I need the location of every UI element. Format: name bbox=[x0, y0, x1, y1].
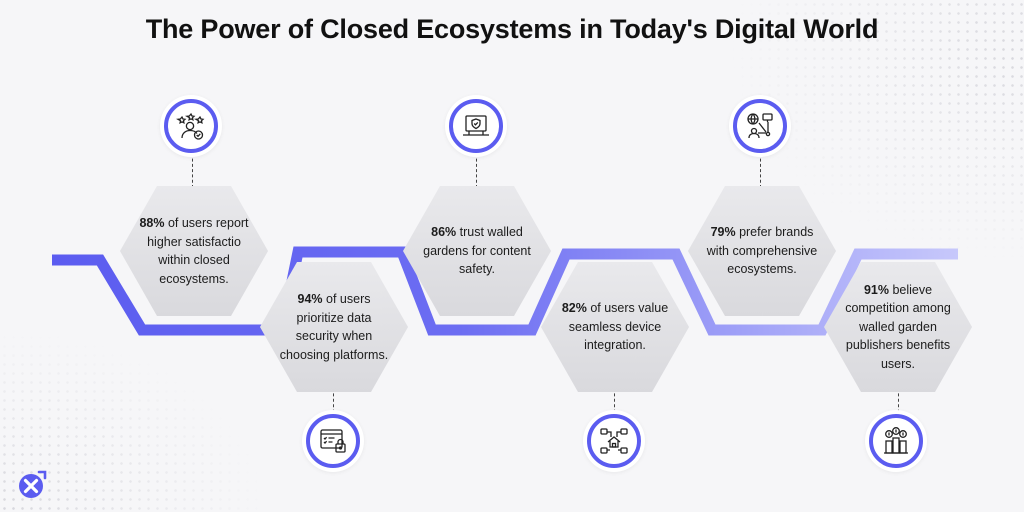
step-text-2: 94% of users prioritize data security wh… bbox=[279, 292, 389, 362]
step-text-3: 86% trust walled gardens for content saf… bbox=[423, 225, 531, 277]
laptop-shield-icon bbox=[449, 99, 503, 153]
coins-bars-icon bbox=[869, 414, 923, 468]
step-text-5: 79% prefer brands with comprehensive eco… bbox=[706, 225, 818, 277]
connector-6 bbox=[898, 388, 899, 418]
step-hexagon-6: 91% believe competition among walled gar… bbox=[824, 262, 972, 392]
step-hexagon-5: 79% prefer brands with comprehensive eco… bbox=[688, 186, 836, 316]
connector-2 bbox=[333, 388, 334, 418]
global-connect-icon bbox=[733, 99, 787, 153]
step-text-4: 82% of users value seamless device integ… bbox=[561, 301, 669, 353]
user-stars-check-icon bbox=[164, 99, 218, 153]
step-hexagon-4: 82% of users value seamless device integ… bbox=[541, 262, 689, 392]
brand-x-logo-icon bbox=[19, 470, 47, 498]
step-stat-3: 86% bbox=[431, 225, 457, 240]
step-stat-2: 94% bbox=[297, 292, 323, 306]
step-stat-1: 88% bbox=[139, 216, 165, 230]
step-stat-6: 91% bbox=[863, 282, 889, 297]
step-stat-4: 82% bbox=[561, 301, 587, 316]
connector-5 bbox=[760, 148, 761, 188]
step-stat-5: 79% bbox=[710, 225, 736, 240]
step-text-6: 91% believe competition among walled gar… bbox=[845, 282, 951, 371]
page-title: The Power of Closed Ecosystems in Today'… bbox=[145, 14, 879, 44]
connector-4 bbox=[614, 388, 615, 418]
browser-lock-icon bbox=[306, 414, 360, 468]
step-text-1: 88% of users report higher satisfactio w… bbox=[139, 216, 249, 286]
connector-3 bbox=[476, 148, 477, 188]
connector-1 bbox=[192, 148, 193, 188]
home-network-icon bbox=[587, 414, 641, 468]
